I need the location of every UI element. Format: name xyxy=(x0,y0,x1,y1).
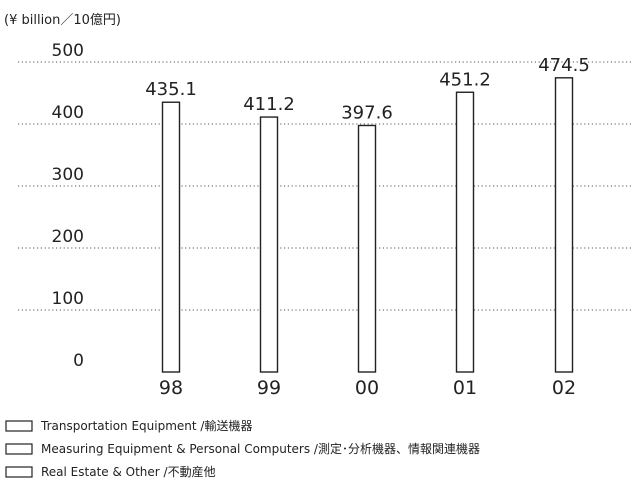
data-label: 411.2 xyxy=(243,94,295,115)
x-tick-label: 98 xyxy=(159,377,183,399)
y-tick-label: 500 xyxy=(52,41,84,61)
data-labels: 435.1 411.2 397.6 451.2 474.5 xyxy=(145,55,590,124)
y-tick-label: 100 xyxy=(52,289,84,309)
x-axis-ticks: 98 99 00 01 02 xyxy=(159,377,576,399)
x-tick-label: 02 xyxy=(552,377,576,399)
legend: Transportation Equipment /輸送機器 Measuring … xyxy=(5,418,480,479)
y-tick-label: 400 xyxy=(52,103,84,123)
legend-entry: Transportation Equipment /輸送機器 xyxy=(40,418,252,433)
data-label: 435.1 xyxy=(145,79,197,100)
bars xyxy=(161,77,574,373)
bar-99 xyxy=(259,116,279,373)
data-label: 474.5 xyxy=(538,55,590,76)
x-tick-label: 01 xyxy=(453,377,477,399)
y-tick-label: 300 xyxy=(52,165,84,185)
legend-entry: Measuring Equipment & Personal Computers… xyxy=(41,441,480,456)
bar-02 xyxy=(554,77,574,373)
bar-00 xyxy=(357,124,377,373)
y-tick-label: 0 xyxy=(73,351,84,371)
gridlines xyxy=(18,61,632,311)
bar-98 xyxy=(161,101,181,373)
x-tick-label: 99 xyxy=(257,377,281,399)
unit-label: (¥ billion／10億円) xyxy=(4,12,121,28)
x-tick-label: 00 xyxy=(355,377,379,399)
y-tick-label: 200 xyxy=(52,227,84,247)
legend-swatch xyxy=(5,443,33,455)
data-label: 397.6 xyxy=(341,102,393,123)
bar-01 xyxy=(455,91,475,373)
legend-entry: Real Estate & Other /不動産他 xyxy=(41,464,216,479)
legend-swatch xyxy=(5,466,33,478)
data-label: 451.2 xyxy=(439,69,491,90)
legend-swatch xyxy=(5,420,33,432)
y-axis-ticks: 0 100 200 300 400 500 xyxy=(52,41,84,371)
